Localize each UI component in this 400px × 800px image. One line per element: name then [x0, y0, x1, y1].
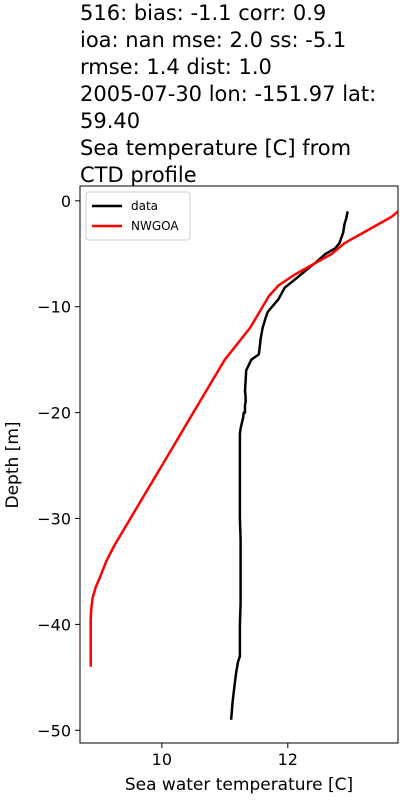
y-ticks: 0 −10 −20 −30 −40 −50 [37, 192, 80, 740]
x-tick-label: 10 [152, 750, 172, 769]
title-line: CTD profile [80, 163, 197, 187]
title-line: rmse: 1.4 dist: 1.0 [80, 55, 272, 79]
series-lines [89, 210, 399, 720]
y-tick-label: −50 [37, 721, 71, 740]
title-line: Sea temperature [C] from [80, 136, 352, 160]
title-line: 516: bias: -1.1 corr: 0.9 [80, 1, 327, 25]
series-line-nwgoa [89, 210, 399, 667]
title-line: ioa: nan mse: 2.0 ss: -5.1 [80, 28, 347, 52]
legend: data NWGOA [85, 191, 191, 241]
plot-frame [79, 185, 399, 744]
title-line: 2005-07-30 lon: -151.97 lat: [80, 82, 377, 106]
chart-title: 516: bias: -1.1 corr: 0.9 ioa: nan mse: … [80, 0, 398, 189]
y-tick-label: −10 [37, 298, 71, 317]
title-line: 59.40 [80, 109, 141, 133]
x-axis-label: Sea water temperature [C] [125, 775, 353, 795]
y-tick-label: 0 [61, 192, 71, 211]
series-line-data [229, 211, 349, 720]
legend-box [85, 191, 191, 241]
y-tick-label: −20 [37, 404, 71, 423]
x-tick-label: 12 [278, 750, 298, 769]
y-axis-label: Depth [m] [3, 421, 23, 508]
y-tick-label: −40 [37, 615, 71, 634]
legend-label-nwgoa: NWGOA [131, 219, 179, 233]
legend-label-data: data [131, 199, 158, 213]
y-tick-label: −30 [37, 510, 71, 529]
x-ticks: 10 12 [152, 743, 298, 769]
